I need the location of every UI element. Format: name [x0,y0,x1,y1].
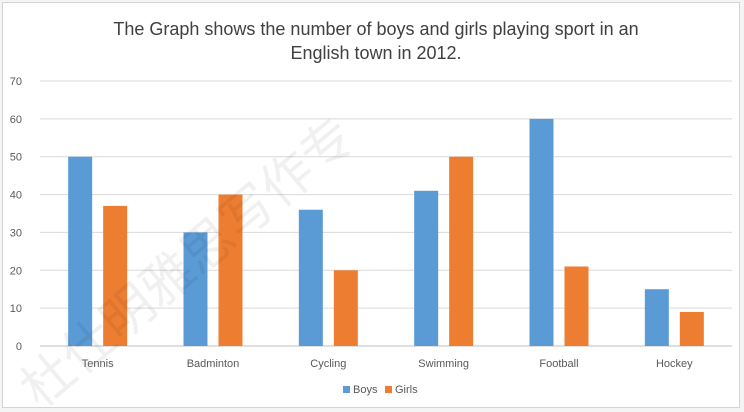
bar-girls-badminton [218,194,243,346]
x-category-label: Hockey [656,358,693,370]
y-tick-label: 60 [10,114,22,126]
bar-girls-tennis [103,205,128,346]
y-tick-label: 30 [10,227,22,239]
x-category-label: Cycling [310,358,346,370]
bar-boys-badminton [183,232,208,346]
bar-boys-tennis [68,156,93,346]
bar-boys-cycling [298,209,323,346]
bar-girls-cycling [333,270,358,346]
y-tick-label: 0 [16,341,22,353]
y-tick-label: 20 [10,265,22,277]
bar-girls-swimming [449,156,474,346]
bar-boys-swimming [414,190,439,346]
y-tick-label: 40 [10,190,22,202]
chart-title-line-2: English town in 2012. [290,43,461,63]
x-category-label: Football [539,358,578,370]
bar-boys-football [529,118,554,346]
y-tick-label: 70 [10,76,22,88]
x-category-label: Badminton [187,358,240,370]
bar-girls-football [564,266,589,346]
y-tick-label: 10 [10,303,22,315]
legend-label-boys: Boys [353,384,378,396]
bar-boys-hockey [644,289,669,346]
legend-label-girls: Girls [395,384,418,396]
y-tick-label: 50 [10,152,22,164]
legend-swatch-boys [343,386,350,393]
bar-girls-hockey [679,311,704,346]
x-category-label: Tennis [82,358,114,370]
chart-title-line-1: The Graph shows the number of boys and g… [113,19,638,39]
x-category-label: Swimming [418,358,469,370]
legend-swatch-girls [385,386,392,393]
